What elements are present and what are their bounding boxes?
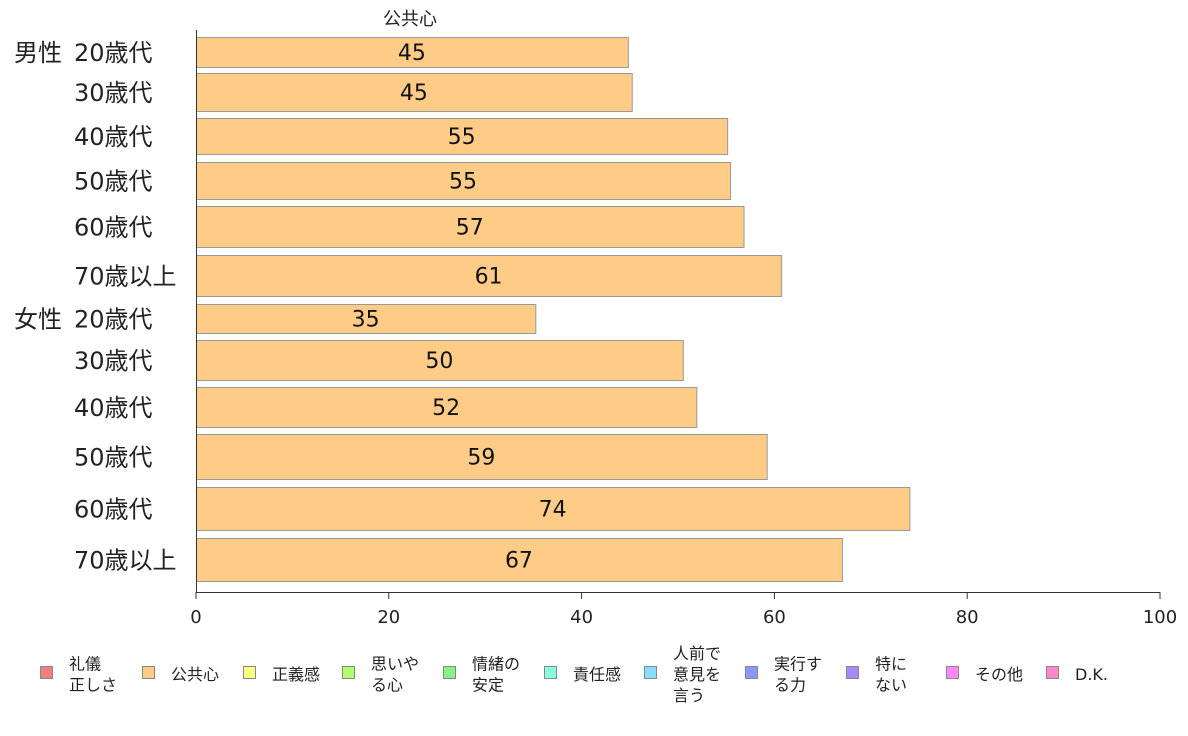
x-tick-label: 80 [956,607,979,628]
legend-label: 正義感 [272,665,320,684]
x-axis: 0 20 40 60 80 100 [190,30,1177,628]
group-label: 男性 [14,39,62,67]
x-tick-label: 40 [570,607,593,628]
bar [196,118,729,155]
bar-value-label: 50 [425,349,453,374]
legend-label-line: 人前で [673,644,721,663]
legend-label: 情緒の安定 [472,655,520,695]
category-label: 20歳代 [74,306,153,334]
legend-label: 特にない [875,655,907,695]
bar-value-label: 61 [475,265,503,290]
legend: 礼儀正しさ 公共心 正義感 思いやる心 情緒の安定 責任感 人前で意見を言う 実行する力 特にな… [40,644,1108,705]
legend-label-line: 安定 [472,676,504,695]
category-label: 40歳代 [74,123,153,151]
legend-label-line: 礼儀 [69,655,101,674]
bar-value-label: 74 [539,498,567,523]
category-label: 40歳代 [74,394,153,422]
legend-label-line: 正義感 [272,665,320,684]
legend-label: 公共心 [171,665,219,684]
category-label: 60歳代 [74,214,153,242]
legend-swatch [40,666,53,679]
series-title: 公共心 [383,9,437,30]
legend-label-line: 責任感 [573,665,621,684]
legend-swatch [544,666,557,679]
x-tick-label: 100 [1143,607,1177,628]
bar [196,73,633,112]
legend-label-line: ない [875,676,907,695]
legend-label-line: 言う [673,686,705,705]
legend-swatch [243,666,256,679]
bar [196,255,783,297]
legend-label-line: る力 [774,676,806,695]
legend-label: 実行する力 [774,655,822,695]
legend-swatch [946,666,959,679]
category-labels: 20歳代男性30歳代40歳代50歳代60歳代70歳以上20歳代女性30歳代40歳… [14,39,177,575]
legend-label: 礼儀正しさ [69,655,117,695]
legend-swatch [846,666,859,679]
legend-label-line: 特に [875,655,907,674]
bar-value-label: 59 [467,446,495,471]
legend-label: 思いやる心 [371,655,419,695]
category-label: 70歳以上 [74,547,177,575]
legend-label-line: 公共心 [171,665,219,684]
legend-swatch [644,666,657,679]
legend-swatch [342,666,355,679]
legend-label-line: 実行す [774,655,822,674]
legend-label-line: 正しさ [69,676,117,695]
x-tick-label: 20 [377,607,400,628]
category-label: 70歳以上 [74,263,177,291]
bars-group: 45 45 55 55 57 61 35 50 52 59 74 67 [196,37,911,582]
bar [196,304,537,334]
legend-label: 人前で意見を言う [673,644,721,705]
legend-label-line: る心 [371,676,403,695]
legend-swatch [745,666,758,679]
bar [196,162,732,200]
legend-label: その他 [975,665,1023,684]
bar-value-label: 55 [448,125,476,150]
bar-value-label: 67 [505,549,533,574]
category-label: 20歳代 [74,39,153,67]
bar [196,206,745,248]
bar [196,538,843,582]
legend-label-line: 思いや [371,655,419,674]
group-label: 女性 [14,306,62,334]
legend-label-line: 意見を [673,665,721,684]
bar [196,434,768,480]
legend-label-line: D.K. [1075,665,1108,684]
legend-label: 責任感 [573,665,621,684]
category-label: 30歳代 [74,347,153,375]
bar-value-label: 35 [352,308,380,333]
legend-swatch [1046,666,1059,679]
bar-value-label: 55 [449,170,477,195]
x-tick-label: 60 [763,607,786,628]
category-label: 60歳代 [74,496,153,524]
bar [196,37,629,68]
bar-value-label: 52 [432,396,460,421]
category-label: 50歳代 [74,444,153,472]
category-label: 30歳代 [74,79,153,107]
legend-label: D.K. [1075,665,1108,684]
legend-swatch [443,666,456,679]
bar [196,487,911,531]
bar-value-label: 57 [456,216,484,241]
legend-label-line: 情緒の [472,655,520,674]
x-tick-label: 0 [190,607,201,628]
bar-value-label: 45 [398,41,426,66]
legend-label-line: その他 [975,665,1023,684]
bar-value-label: 45 [400,81,428,106]
category-label: 50歳代 [74,168,153,196]
legend-swatch [142,666,155,679]
